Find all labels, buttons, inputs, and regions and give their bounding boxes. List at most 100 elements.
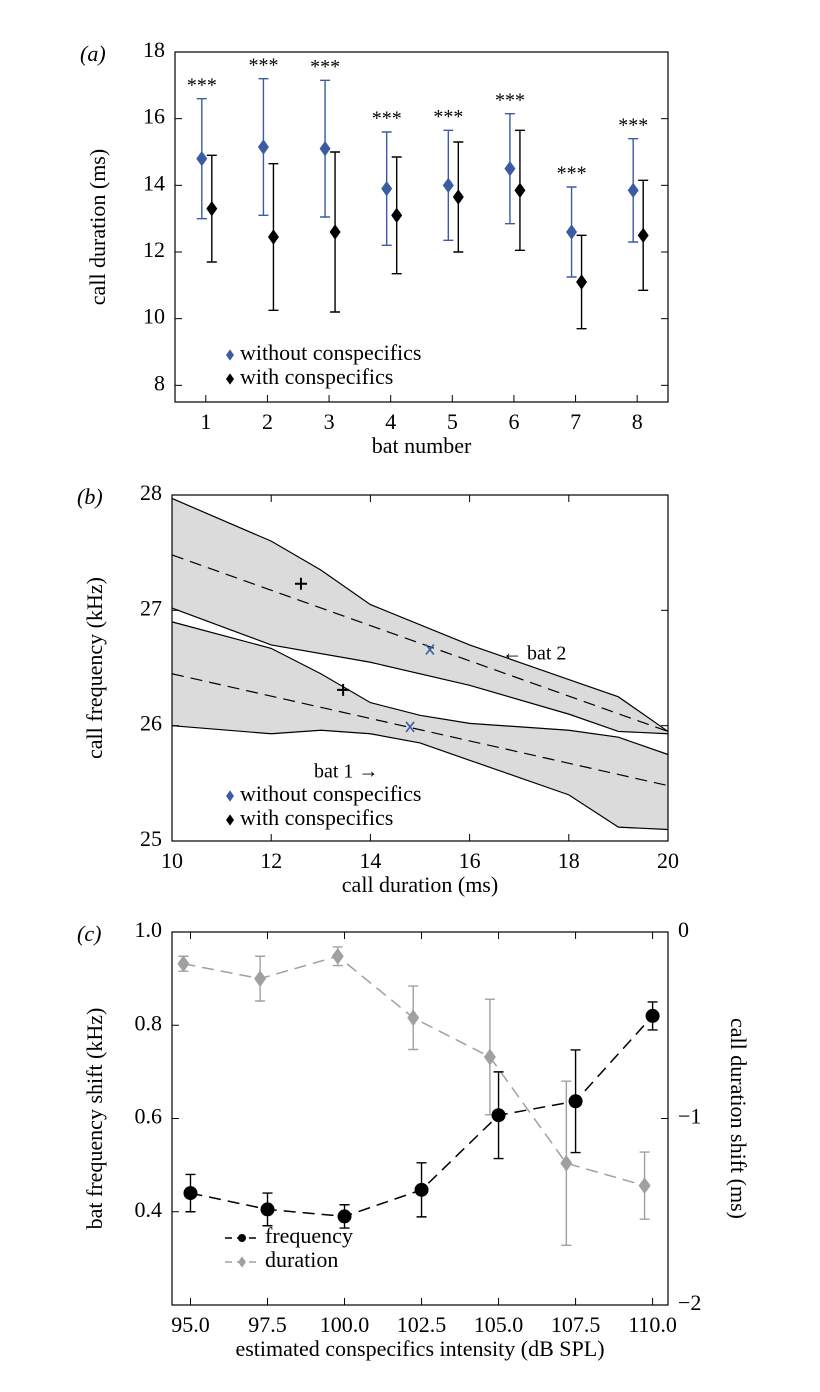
point (560, 1154, 573, 1172)
legend-marker (226, 373, 234, 385)
point (637, 227, 649, 244)
x-tick-label: 18 (558, 848, 580, 873)
point (206, 200, 218, 217)
point (514, 182, 526, 199)
point (329, 224, 341, 240)
x-tick-label: 12 (260, 848, 282, 873)
y-tick-label: 28 (140, 480, 162, 505)
plot-border (171, 494, 669, 842)
x-tick-label: 20 (657, 848, 679, 873)
point (254, 970, 267, 988)
x-tick-label: 3 (324, 409, 335, 434)
x-tick-label: 16 (459, 848, 481, 873)
panel-label: (c) (77, 921, 101, 946)
point (267, 229, 279, 245)
legend-label: frequency (265, 1223, 353, 1248)
legend-marker (238, 1256, 246, 1268)
x-tick-label: 5 (447, 409, 458, 434)
y-tick-label: 26 (140, 711, 162, 736)
x-tick-label: 1 (200, 409, 211, 434)
y2-tick-label: −2 (678, 1290, 701, 1315)
point (337, 683, 350, 696)
plot-area (175, 52, 668, 402)
point (391, 207, 403, 224)
legend-label: with conspecifics (240, 805, 393, 830)
point (407, 1009, 420, 1027)
point (260, 1202, 275, 1217)
legend-marker (226, 790, 234, 802)
y-tick-label: 0.4 (135, 1197, 163, 1222)
band-fill (172, 621, 668, 830)
x-tick-label: 102.5 (397, 1312, 447, 1337)
x-tick-label: 14 (359, 848, 381, 873)
legend-label: without conspecifics (240, 781, 421, 806)
point (331, 947, 344, 965)
point (425, 644, 435, 656)
significance-label: *** (310, 56, 340, 78)
y-tick-label: 27 (140, 595, 162, 620)
significance-label: *** (187, 74, 217, 96)
y-tick-label: 8 (154, 370, 165, 395)
significance-label: *** (248, 54, 278, 76)
point (177, 955, 190, 973)
band-edge (171, 497, 669, 732)
y2-axis-label: call duration shift (ms) (726, 1018, 751, 1219)
x-tick-label: 7 (570, 409, 581, 434)
x-tick-label: 10 (161, 848, 183, 873)
x-axis-label: estimated conspecifics intensity (dB SPL… (235, 1336, 604, 1361)
x-axis-label: call duration (ms) (342, 872, 498, 897)
point (414, 1182, 429, 1197)
band-edge (171, 621, 669, 756)
legend-marker (226, 814, 234, 826)
significance-label: *** (557, 163, 587, 185)
legend-marker (226, 349, 234, 361)
point (568, 1094, 583, 1109)
plot-border (174, 51, 669, 403)
point (504, 160, 516, 177)
y-tick-label: 1.0 (135, 917, 163, 942)
point (452, 189, 464, 205)
y-axis-label: bat frequency shift (kHz) (82, 1008, 107, 1230)
x-tick-label: 105.0 (474, 1312, 524, 1337)
point (645, 1008, 660, 1023)
point (381, 180, 393, 197)
x-tick-label: 100.0 (320, 1312, 370, 1337)
legend-label: with conspecifics (240, 364, 393, 389)
y-tick-label: 0.6 (135, 1104, 163, 1129)
legend-marker (238, 1234, 246, 1242)
point (319, 140, 331, 157)
x-tick-label: 2 (262, 409, 273, 434)
band-edge (171, 607, 669, 735)
panel-label: (a) (80, 41, 106, 66)
y-tick-label: 10 (143, 304, 165, 329)
point (294, 577, 307, 590)
x-axis-label: bat number (372, 433, 472, 458)
legend-label: without conspecifics (240, 340, 421, 365)
annotation: bat 1 → (314, 761, 378, 783)
point (257, 139, 269, 155)
y-tick-label: 25 (140, 826, 162, 851)
annotation: ← bat 2 (502, 643, 566, 665)
y-axis-label: call frequency (kHz) (82, 577, 107, 759)
band-edge (171, 725, 669, 831)
point (576, 274, 588, 290)
panel-label: (b) (77, 484, 103, 509)
significance-label: *** (618, 114, 648, 136)
y-tick-label: 12 (143, 237, 165, 262)
x-tick-label: 97.5 (248, 1312, 287, 1337)
x-tick-label: 107.5 (551, 1312, 601, 1337)
point (337, 1209, 352, 1224)
x-tick-label: 110.0 (628, 1312, 677, 1337)
legend-label: duration (265, 1247, 338, 1272)
significance-label: *** (433, 106, 463, 128)
y-tick-label: 16 (143, 104, 165, 129)
y2-tick-label: −1 (678, 1104, 701, 1129)
point (183, 1186, 198, 1201)
point (627, 182, 639, 199)
band-fill (172, 498, 668, 734)
significance-label: *** (495, 89, 525, 111)
point (566, 224, 578, 240)
y-tick-label: 14 (143, 170, 165, 195)
